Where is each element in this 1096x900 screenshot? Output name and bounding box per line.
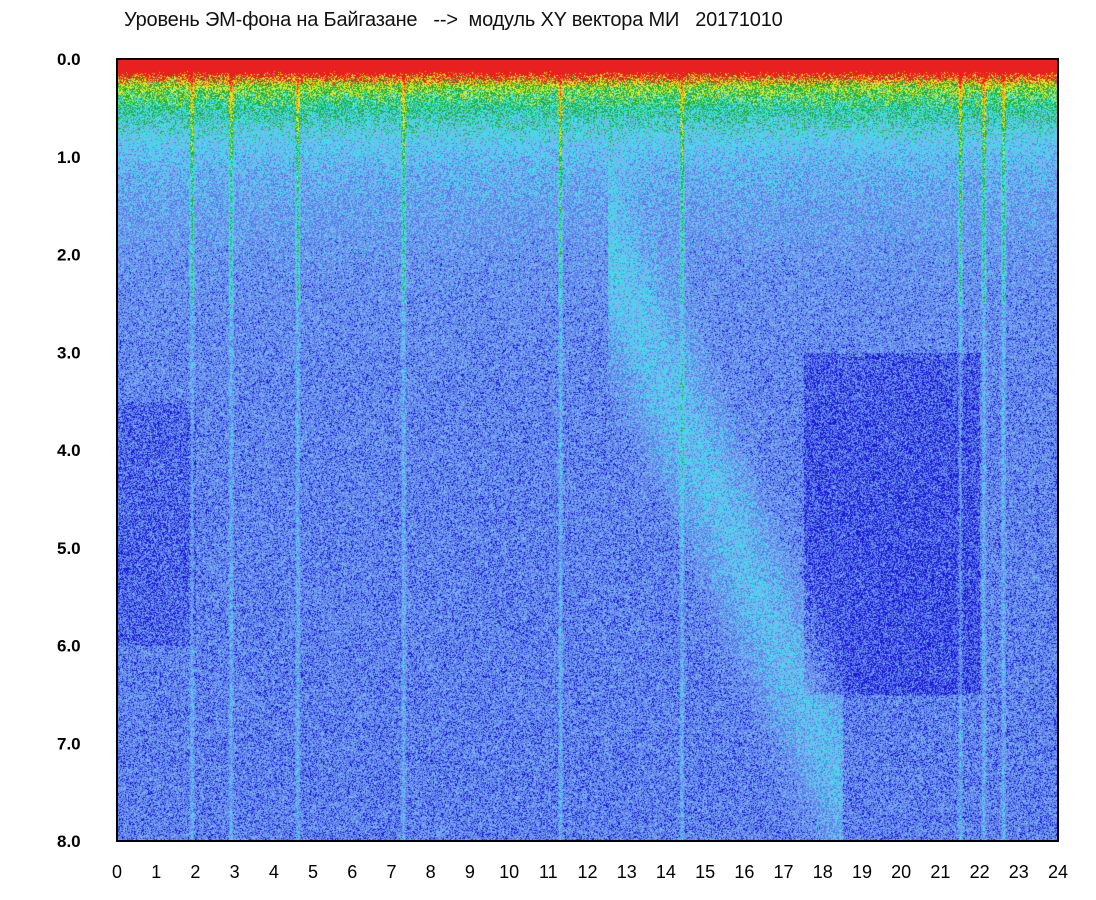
y-tick-label: 1.0: [57, 148, 81, 167]
x-tick-label: 21: [930, 862, 950, 882]
x-tick-label: 5: [308, 862, 318, 882]
x-tick-label: 9: [465, 862, 475, 882]
x-tick-label: 7: [386, 862, 396, 882]
x-tick-label: 24: [1048, 862, 1068, 882]
x-tick-label: 10: [499, 862, 519, 882]
x-tick-label: 12: [577, 862, 597, 882]
y-tick-label: 8.0: [57, 832, 81, 851]
plot-area: [117, 59, 1058, 841]
x-tick-label: 2: [190, 862, 200, 882]
x-tick-label: 0: [112, 862, 122, 882]
y-axis: 0.0 1.0 2.0 3.0 4.0 5.0 6.0 7.0 8.0: [57, 50, 81, 851]
x-tick-label: 18: [813, 862, 833, 882]
chart-title: Уровень ЭМ-фона на Байгазане --> модуль …: [124, 9, 783, 31]
x-tick-label: 11: [539, 862, 558, 882]
x-tick-label: 20: [891, 862, 911, 882]
x-tick-label: 8: [426, 862, 436, 882]
heatmap-canvas: [117, 59, 1058, 841]
x-tick-label: 14: [656, 862, 676, 882]
x-tick-label: 1: [151, 862, 161, 882]
x-tick-label: 3: [230, 862, 240, 882]
y-tick-label: 2.0: [57, 246, 81, 265]
y-tick-label: 4.0: [57, 441, 81, 460]
x-tick-label: 23: [1009, 862, 1029, 882]
x-axis: 0 1 2 3 4 5 6 7 8 9 10 11 12 13 14 15 16 17 18 19 20 21 22 23 24: [112, 862, 1068, 882]
x-tick-label: 22: [970, 862, 990, 882]
y-tick-label: 6.0: [57, 637, 81, 656]
y-tick-label: 3.0: [57, 343, 81, 362]
y-tick-label: 5.0: [57, 539, 81, 558]
x-tick-label: 16: [734, 862, 754, 882]
y-tick-label: 7.0: [57, 734, 81, 753]
x-tick-label: 19: [852, 862, 872, 882]
plot-frame: [116, 58, 1059, 842]
x-tick-label: 15: [695, 862, 715, 882]
x-tick-label: 4: [269, 862, 279, 882]
x-tick-label: 13: [617, 862, 637, 882]
x-tick-label: 6: [347, 862, 357, 882]
y-tick-label: 0.0: [57, 50, 81, 69]
x-tick-label: 17: [774, 862, 794, 882]
